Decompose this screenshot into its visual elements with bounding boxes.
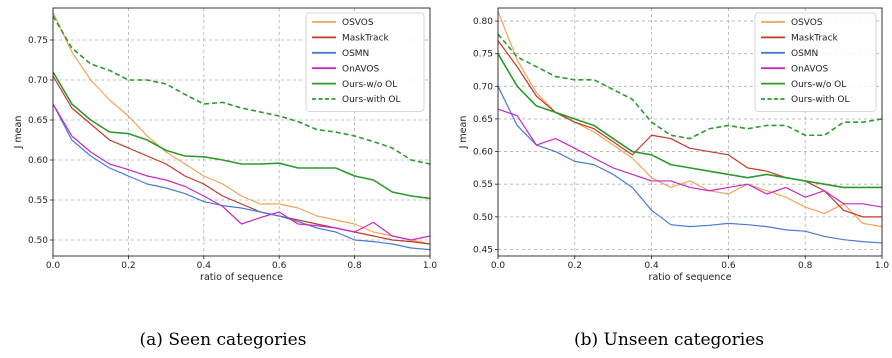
series-line-onavos (497, 108, 883, 208)
series-line-osmn (497, 86, 883, 244)
series-line-ours-with-ol (497, 33, 883, 140)
caption-seen: (a) Seen categories (0, 330, 446, 350)
y-tick-label: 0.70 (28, 76, 48, 86)
x-tick-label: 0.8 (347, 261, 362, 271)
y-axis-label: J mean (458, 116, 469, 150)
legend-label: OnAVOS (791, 64, 828, 74)
y-tick-label: 0.60 (28, 156, 48, 166)
y-tick-label: 0.60 (473, 148, 493, 158)
series-line-ours-with-ol (52, 15, 431, 165)
line-chart-seen: 0.0 0.2 0.4 0.6 0.8 1.0 0.50 0.55 0.60 0.65 0.70 0.… (13, 7, 438, 283)
x-tick-label: 0.0 (491, 261, 506, 271)
y-tick-label: 0.50 (28, 236, 48, 246)
y-tick-label: 0.45 (473, 245, 493, 255)
legend-label: OSMN (791, 49, 818, 59)
legend-box (754, 12, 877, 112)
legend-label: Ours-w/o OL (791, 80, 846, 90)
y-tick-label: 0.55 (28, 196, 48, 206)
x-axis-label: ratio of sequence (649, 272, 732, 283)
y-axis-label: J mean (13, 116, 24, 150)
y-tick-label: 0.80 (473, 17, 493, 27)
chart-panel-seen: 0.0 0.2 0.4 0.6 0.8 1.0 0.50 0.55 0.60 0.65 0.70 0.… (0, 7, 446, 350)
y-tick-label: 0.65 (473, 115, 493, 125)
y-tick-label: 0.75 (28, 36, 48, 46)
chart-panel-unseen: 0.0 0.2 0.4 0.6 0.8 1.0 0.45 0.50 0.55 0.60 0.65 0.… (446, 0, 892, 358)
series-line-masktrack (497, 40, 882, 218)
caption-unseen-text: (b) Unseen categories (573, 330, 765, 350)
x-tick-label: 0.4 (644, 261, 659, 271)
x-tick-label: 1.0 (875, 261, 890, 271)
legend-label: Ours-with OL (342, 95, 400, 105)
series-line-ours-w-o-ol (497, 53, 882, 189)
legend-label: OSMN (342, 49, 369, 59)
legend: OSVOS MaskTrack OSMN OnAVOS Ours-w/o OL Ours-… (754, 12, 877, 112)
x-tick-label: 0.4 (197, 261, 212, 271)
caption-unseen: (b) Unseen categories (446, 330, 892, 350)
x-tick-label: 0.2 (568, 261, 582, 271)
y-tick-label: 0.70 (473, 82, 493, 92)
series-line-osmn (52, 103, 431, 251)
plot-frame (52, 7, 431, 257)
plot-frame (497, 7, 883, 257)
x-tick-label: 1.0 (423, 261, 438, 271)
x-tick-label: 0.6 (272, 261, 287, 271)
line-chart-unseen: 0.0 0.2 0.4 0.6 0.8 1.0 0.45 0.50 0.55 0.60 0.65 0.… (458, 7, 890, 283)
legend-label: Ours-with OL (791, 95, 849, 105)
caption-seen-text: (a) Seen categories (139, 330, 307, 350)
legend-label: OSVOS (791, 18, 823, 28)
series-line-masktrack (52, 75, 431, 245)
series-line-ours-w-o-ol (52, 71, 431, 200)
legend-label: MaskTrack (791, 34, 839, 44)
x-tick-label: 0.2 (121, 261, 135, 271)
x-axis-label: ratio of sequence (200, 272, 283, 283)
legend-label: OSVOS (342, 18, 374, 28)
y-tick-label: 0.75 (473, 50, 493, 60)
legend-label: MaskTrack (342, 34, 390, 44)
y-tick-label: 0.50 (473, 213, 493, 223)
series-line-onavos (52, 103, 431, 241)
x-tick-label: 0.0 (46, 261, 61, 271)
x-tick-label: 0.8 (798, 261, 813, 271)
legend: OSVOS MaskTrack OSMN OnAVOS Ours-w/o OL Ours-… (305, 12, 425, 112)
series-line-osvos (52, 11, 431, 245)
y-tick-label: 0.55 (473, 180, 493, 190)
x-tick-label: 0.6 (721, 261, 736, 271)
legend-label: Ours-w/o OL (342, 80, 397, 90)
legend-label: OnAVOS (342, 64, 379, 74)
y-tick-label: 0.65 (28, 116, 48, 126)
